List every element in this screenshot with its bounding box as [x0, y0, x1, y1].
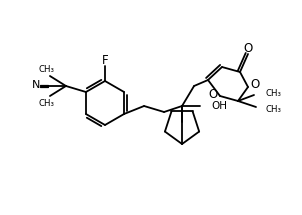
- Text: O: O: [208, 88, 218, 100]
- Text: N: N: [32, 80, 40, 90]
- Text: OH: OH: [211, 101, 227, 111]
- Text: CH₃: CH₃: [39, 64, 55, 74]
- Text: O: O: [250, 78, 260, 92]
- Text: CH₃: CH₃: [265, 104, 281, 114]
- Text: F: F: [102, 54, 108, 66]
- Text: CH₃: CH₃: [265, 89, 281, 97]
- Text: O: O: [243, 41, 253, 54]
- Text: CH₃: CH₃: [39, 98, 55, 108]
